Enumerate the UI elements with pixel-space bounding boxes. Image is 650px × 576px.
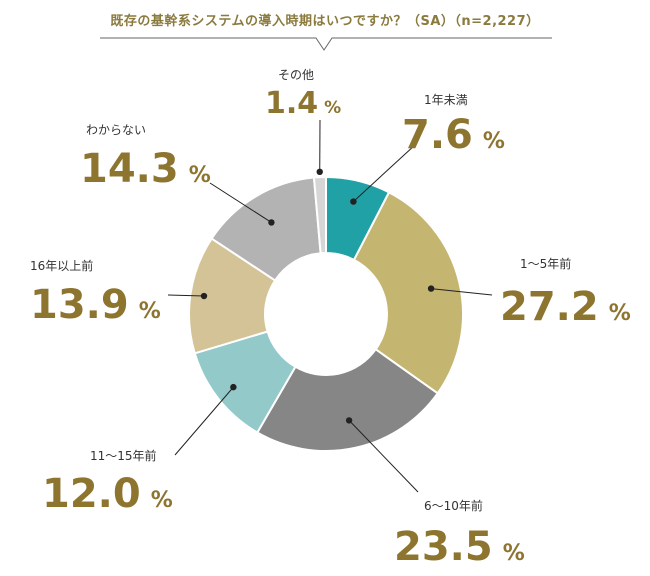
- leader-dot: [345, 417, 353, 424]
- leader-line: [167, 294, 205, 297]
- chart-title: 既存の基幹系システムの導入時期はいつですか？（SA）（n=2,227）: [110, 14, 540, 29]
- percent-sign: %: [503, 541, 525, 566]
- percent-sign: %: [609, 301, 631, 326]
- leader-dot: [316, 168, 323, 176]
- donut-slices: [188, 175, 464, 452]
- donut-slice: [352, 191, 464, 395]
- slice-category-label: その他: [278, 68, 314, 82]
- percent-sign: %: [151, 488, 173, 513]
- leader-dot: [200, 292, 208, 300]
- leader-lines: [167, 119, 493, 493]
- percent-sign: %: [189, 163, 211, 188]
- leader-dot: [350, 198, 357, 205]
- slice-category-label: 16年以上前: [30, 258, 93, 273]
- leader-dot: [268, 219, 275, 226]
- leader-dot: [230, 383, 237, 391]
- percent-sign: %: [139, 299, 161, 324]
- slice-value-label: 7.6%: [402, 112, 505, 158]
- percent-sign: %: [324, 98, 341, 118]
- slice-value-label: 23.5%: [394, 524, 525, 570]
- title-bracket-line: [100, 37, 552, 51]
- slice-value-label: 1.4%: [265, 86, 341, 121]
- leader-dot: [427, 285, 435, 292]
- leader-line: [353, 144, 416, 202]
- title-bracket: [100, 37, 552, 51]
- slice-category-label: 1年未満: [424, 93, 468, 107]
- slice-category-label: 11～15年前: [90, 448, 157, 463]
- slice-category-label: 1～5年前: [520, 256, 571, 271]
- leader-line: [431, 288, 493, 296]
- percent-sign: %: [483, 129, 505, 154]
- leader-line: [209, 182, 272, 223]
- donut-slice: [255, 347, 440, 452]
- donut-slice: [312, 175, 327, 255]
- slice-value-label: 14.3%: [80, 146, 211, 192]
- slice-category-label: 6～10年前: [424, 498, 483, 513]
- slice-value-label: 27.2%: [500, 284, 631, 330]
- leader-line: [174, 386, 234, 456]
- slice-labels: 1年未満 7.6 % 1～5年前 27.2 % 6～10年前 23.5 % 11～15年前 12.0…: [30, 68, 631, 570]
- slice-value-label: 12.0%: [42, 471, 173, 517]
- leader-line: [348, 420, 419, 493]
- slice-category-label: わからない: [86, 123, 146, 137]
- slice-value-label: 13.9%: [30, 282, 161, 328]
